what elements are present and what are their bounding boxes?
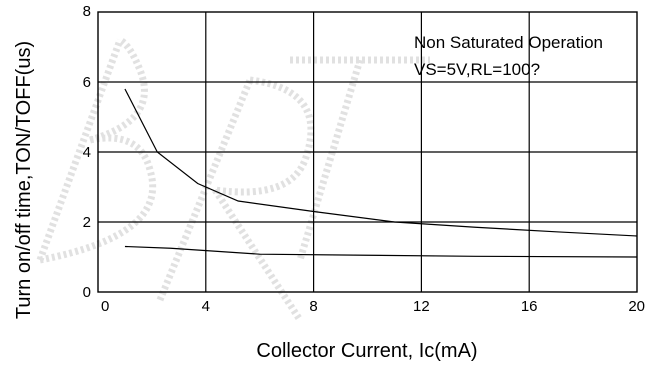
y-axis-title: Turn on/off time,TON/TOFF(us) [13,41,35,319]
x-axis-title: Collector Current, Ic(mA) [256,340,477,362]
x-tick-label-4: 16 [521,298,538,315]
y-tick-label-2: 4 [83,144,91,161]
grid-lines [98,12,637,292]
x-tick-labels: 0 4 8 12 16 20 [101,298,645,315]
y-tick-label-1: 2 [83,214,91,231]
y-tick-label-0: 0 [83,284,91,301]
y-tick-label-3: 6 [83,74,91,91]
x-tick-label-2: 8 [309,298,317,315]
x-tick-label-1: 4 [202,298,210,315]
x-tick-label-3: 12 [413,298,430,315]
plot-frame [97,11,638,293]
series-line-1 [124,245,638,258]
series-line-0 [124,88,638,237]
x-tick-label-5: 20 [628,298,645,315]
y-tick-label-4: 8 [83,3,91,20]
annotation-line-2: VS=5V,RL=100? [414,60,540,79]
series-lines [124,88,638,258]
x-tick-label-0: 0 [101,298,109,315]
y-tick-labels: 0 2 4 6 8 [83,3,91,301]
watermark [36,36,430,322]
annotation-line-1: Non Saturated Operation [414,33,603,52]
